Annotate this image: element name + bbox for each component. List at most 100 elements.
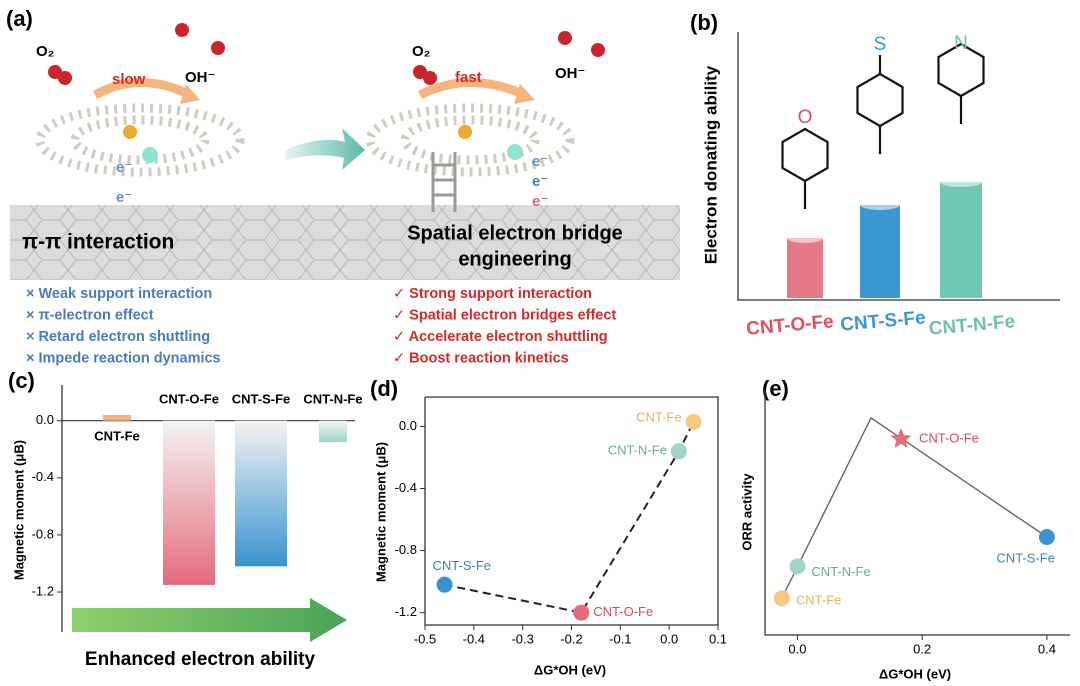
y-axis-label: Electron donating ability (701, 65, 720, 264)
panel-label: (a) (6, 6, 33, 31)
compound-label: CNT-S-Fe (839, 307, 926, 335)
point-label: CNT-S-Fe (433, 558, 492, 573)
molecule (58, 71, 72, 85)
axis (764, 390, 1070, 636)
x-tick-label: -0.3 (511, 631, 533, 646)
bar (103, 414, 131, 421)
cylinder-top (787, 233, 823, 243)
left-point: × Weak support interaction (26, 286, 212, 302)
oh-label: OH⁻ (555, 65, 585, 82)
right-point: ✓ Boost reaction kinetics (393, 350, 569, 366)
graphene (400, 115, 540, 165)
category-label: CNT-Fe (94, 428, 140, 443)
right-title: Spatial electron bridge (407, 222, 623, 244)
panel-label: (e) (762, 376, 789, 401)
y-axis-label: ORR activity (739, 473, 754, 551)
axis (737, 32, 1060, 301)
fe-atom (123, 125, 137, 139)
molecule (591, 43, 605, 57)
point (789, 558, 806, 575)
x-tick-label: 0.0 (788, 641, 806, 656)
y-axis-label: Magnetic moment (μB) (11, 440, 26, 580)
axis (424, 396, 719, 626)
point (1038, 529, 1055, 545)
ladder (431, 152, 457, 212)
left-title: π-π interaction (22, 231, 174, 254)
left-point: × Retard electron shuttling (26, 329, 210, 345)
y-tick-label: 0.0 (399, 418, 417, 433)
connector (444, 421, 695, 614)
panel-label: (b) (690, 10, 718, 35)
oh-label: OH⁻ (185, 69, 215, 86)
electron: e⁻ (116, 189, 132, 206)
atom-label: O (798, 107, 813, 128)
point (773, 590, 790, 607)
benzene (781, 127, 829, 183)
point (685, 413, 702, 430)
y-tick-label: -0.8 (395, 542, 417, 557)
electron: e⁻ (532, 153, 548, 170)
point (670, 443, 687, 460)
atom-label: S (874, 34, 887, 55)
point (436, 576, 453, 593)
category-label: CNT-O-Fe (159, 391, 219, 406)
right-title: engineering (458, 248, 571, 270)
x-tick-label: 0.2 (913, 641, 931, 656)
x-tick-label: -0.4 (463, 631, 485, 646)
right-point: ✓ Spatial electron bridges effect (393, 307, 616, 323)
x-tick-label: 0.4 (1038, 641, 1056, 656)
graphene (70, 115, 210, 165)
category-label: CNT-N-Fe (303, 391, 362, 406)
bar (319, 420, 347, 443)
category-label: CNT-S-Fe (232, 391, 291, 406)
right-point: ✓ Strong support interaction (393, 286, 592, 302)
annotation: Enhanced electron ability (85, 649, 316, 670)
x-tick-label: -0.1 (609, 631, 631, 646)
atom-label: N (954, 33, 968, 54)
y-tick-label: -0.4 (395, 480, 417, 495)
panel-label: (d) (370, 376, 398, 401)
y-tick-label: -1.2 (32, 583, 54, 598)
x-tick-label: 0.0 (660, 631, 678, 646)
molecule (211, 41, 225, 55)
bar (235, 420, 287, 567)
o2-label: O₂ (36, 43, 54, 60)
panel-label: (c) (8, 368, 35, 393)
graphene (35, 103, 245, 177)
slow-arrow (92, 78, 193, 100)
x-tick-label: -0.5 (414, 631, 436, 646)
left-point: × Impede reaction dynamics (26, 350, 221, 366)
x-tick-label: 0.1 (709, 631, 727, 646)
cylinder-top (860, 200, 900, 210)
point (573, 604, 590, 621)
molecule (558, 31, 572, 45)
y-axis-label: Magnetic moment (μB) (373, 442, 388, 582)
nanotube-lattice (10, 205, 680, 280)
point-label: CNT-O-Fe (919, 430, 979, 445)
n-atom (142, 147, 158, 163)
point-label: CNT-S-Fe (996, 550, 1055, 565)
n-atom (507, 144, 523, 160)
annotation-arrow (72, 598, 347, 642)
x-axis-label: ΔG*OH (eV) (534, 662, 606, 677)
x-axis-label: ΔG*OH (eV) (879, 666, 951, 681)
graphene (365, 103, 575, 177)
right-point: ✓ Accelerate electron shuttling (393, 329, 608, 345)
cylinder (787, 238, 823, 298)
fast-arrow (417, 78, 527, 100)
arrow-head (514, 84, 535, 104)
panel-b: (b) Electron donating ability (690, 10, 1060, 301)
cylinder (860, 205, 900, 298)
molecule (175, 23, 189, 37)
slow-label: slow (112, 71, 146, 88)
y-tick-label: -1.2 (395, 604, 417, 619)
y-tick-label: 0.0 (36, 412, 54, 427)
left-point: × π-electron effect (26, 307, 154, 323)
y-tick-label: -0.4 (32, 469, 54, 484)
point (890, 428, 912, 448)
compound-label: CNT-N-Fe (928, 311, 1016, 339)
arrow-head (180, 84, 200, 104)
point-label: CNT-N-Fe (608, 443, 667, 458)
point-label: CNT-N-Fe (811, 564, 870, 579)
